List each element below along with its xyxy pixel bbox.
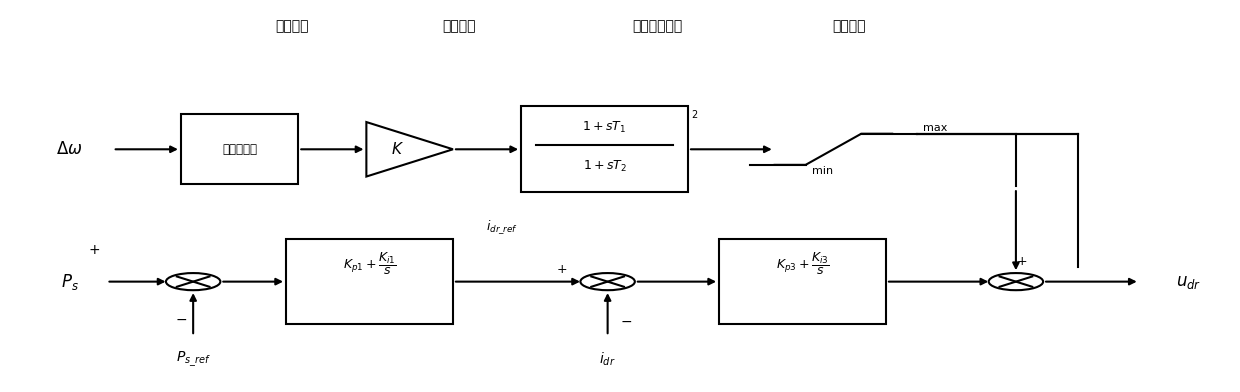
Text: $1 + sT_2$: $1 + sT_2$ (583, 159, 626, 174)
FancyBboxPatch shape (286, 239, 453, 325)
Text: $i_{dr\_ref}$: $i_{dr\_ref}$ (486, 218, 518, 236)
Text: $-$: $-$ (620, 314, 632, 328)
Text: max: max (923, 123, 947, 133)
Text: $-$: $-$ (175, 312, 187, 326)
Polygon shape (366, 122, 453, 176)
Text: $\Delta\omega$: $\Delta\omega$ (56, 140, 83, 158)
Text: 带通滤波器: 带通滤波器 (222, 143, 257, 156)
Text: $K_{p3} + \dfrac{K_{i3}}{s}$: $K_{p3} + \dfrac{K_{i3}}{s}$ (776, 251, 830, 277)
Text: min: min (812, 166, 833, 176)
Text: $P_{s\_ref}$: $P_{s\_ref}$ (176, 350, 211, 369)
Text: $+$: $+$ (557, 263, 568, 276)
Text: $+$: $+$ (1017, 255, 1028, 268)
FancyBboxPatch shape (521, 107, 688, 192)
Text: $u_{dr}$: $u_{dr}$ (1177, 272, 1202, 290)
Text: 滤波环节: 滤波环节 (275, 20, 309, 34)
FancyBboxPatch shape (181, 114, 299, 184)
Text: 增益环节: 增益环节 (443, 20, 476, 34)
Text: $P_s$: $P_s$ (61, 272, 78, 292)
Text: $i_{dr}$: $i_{dr}$ (599, 351, 616, 368)
Text: $2$: $2$ (691, 108, 698, 120)
Text: $1 + sT_1$: $1 + sT_1$ (583, 120, 626, 136)
FancyBboxPatch shape (719, 239, 887, 325)
Text: $+$: $+$ (88, 243, 100, 258)
Text: $K$: $K$ (391, 141, 404, 157)
Text: $K_{p1} + \dfrac{K_{i1}}{s}$: $K_{p1} + \dfrac{K_{i1}}{s}$ (342, 251, 397, 277)
Text: 限幅环节: 限幅环节 (832, 20, 866, 34)
Text: 超前滞后环节: 超前滞后环节 (632, 20, 682, 34)
